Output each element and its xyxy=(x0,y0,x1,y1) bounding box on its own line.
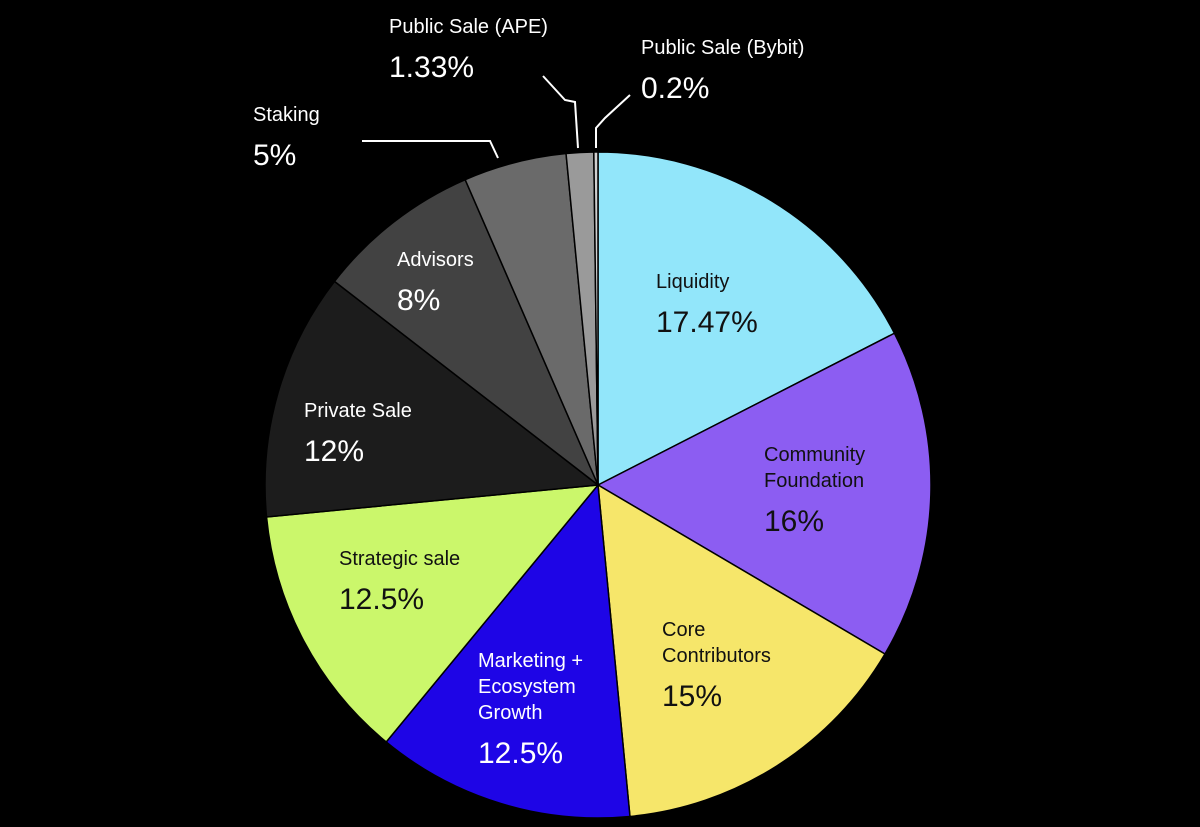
slice-label-name: Public Sale (APE) xyxy=(389,16,548,38)
slice-label-value: 12% xyxy=(304,435,364,468)
pie-slice-private-sale xyxy=(264,280,600,518)
slice-label-value: 1.33% xyxy=(389,51,474,84)
pie-slice-core-contributors xyxy=(597,483,886,818)
leader-line xyxy=(595,94,631,148)
slice-label-name: Advisors xyxy=(397,249,474,271)
leader-lines xyxy=(362,75,631,159)
slice-label-value: 16% xyxy=(764,505,824,538)
slice-label-value: 12.5% xyxy=(339,583,424,616)
pie-slice-community-foundation xyxy=(596,332,932,655)
pie-slice-marketing-ecosystem-growth xyxy=(385,483,631,819)
slice-label-value: 17.47% xyxy=(656,306,758,339)
slice-label-value: 8% xyxy=(397,284,440,317)
slice-label-name: Strategic sale xyxy=(339,548,460,570)
pie-slice-strategic-sale xyxy=(265,484,600,744)
slice-label-name: Marketing + Ecosystem Growth xyxy=(478,650,583,724)
leader-line xyxy=(362,140,499,159)
slice-label-name: Community Foundation xyxy=(764,444,865,492)
slice-label-value: 12.5% xyxy=(478,737,563,770)
pie-slice-public-sale-bybit xyxy=(593,151,599,486)
slice-label-name: Core Contributors xyxy=(662,619,771,667)
slice-label-name: Liquidity xyxy=(656,271,729,293)
pie-slice-liquidity xyxy=(597,151,896,487)
slice-label-value: 5% xyxy=(253,139,296,172)
slice-label-value: 0.2% xyxy=(641,72,709,105)
leader-line xyxy=(542,75,579,149)
slice-label-name: Public Sale (Bybit) xyxy=(641,37,804,59)
slice-labels: Liquidity 17.47% Community Foundation 16% Cor… xyxy=(253,16,865,770)
slice-label-name: Private Sale xyxy=(304,400,412,422)
slice-label-name: Staking xyxy=(253,104,320,126)
pie-slices xyxy=(264,151,932,819)
slice-label-value: 15% xyxy=(662,680,722,713)
pie-slice-advisors xyxy=(333,178,599,486)
